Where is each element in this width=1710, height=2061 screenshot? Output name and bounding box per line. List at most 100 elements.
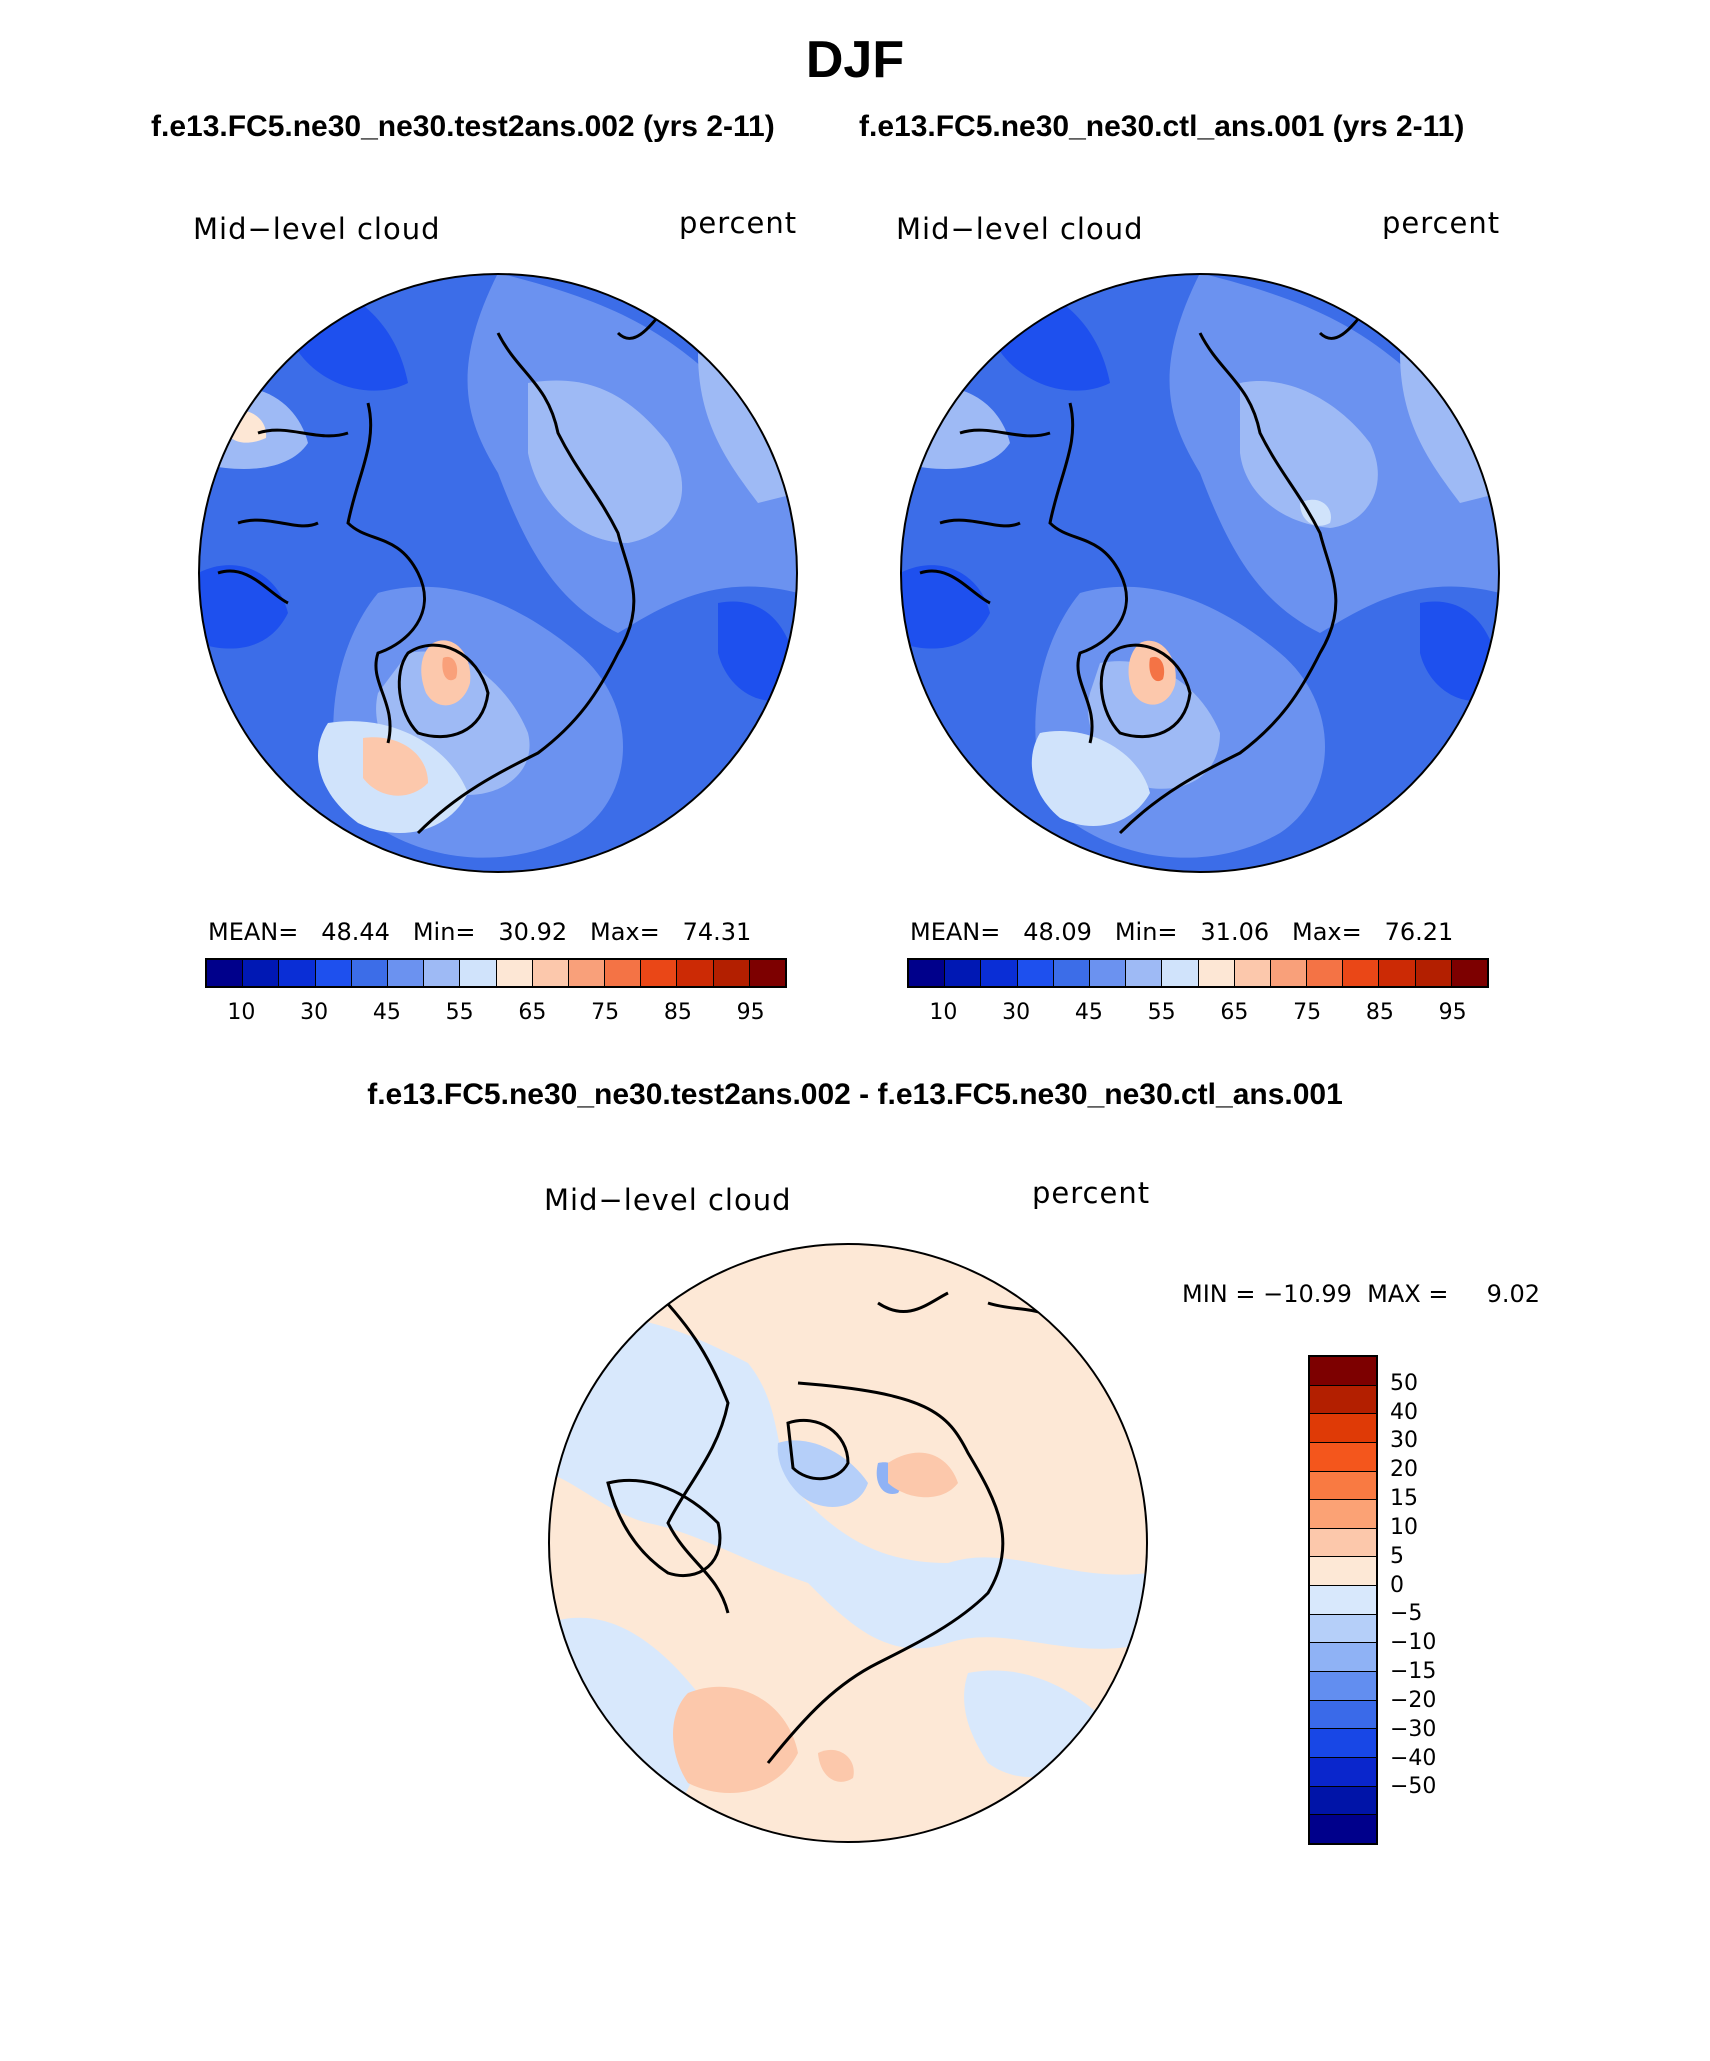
left-units-label: percent [679,206,798,240]
colorbar-box [1310,1672,1376,1701]
colorbar-box [1415,960,1452,986]
colorbar-box [713,960,750,986]
coastline [646,1281,730,1614]
colorbar-tick-label: 95 [736,1000,765,1025]
diff-stats: MIN = −10.99 MAX = 9.02 [1182,1280,1541,1308]
coastline [416,332,636,835]
colorbar-box [677,960,714,986]
colorbar-tick-label: 85 [1365,1000,1394,1025]
colorbar-tick-label: 10 [1390,1514,1418,1540]
colorbar-box [387,960,425,986]
map-field-region [442,656,458,681]
colorbar-box [568,960,606,986]
map-border [548,1243,1148,1843]
map-field-region [1400,353,1499,503]
map-field-region [673,1686,798,1793]
diff-units-label: percent [1032,1176,1151,1210]
coastline [766,1381,1005,1764]
right-field-label: Mid−level cloud [896,212,1144,246]
colorbar-box [1310,1815,1376,1843]
colorbar-box [496,960,533,986]
map-field-region [1149,656,1165,682]
colorbar-tick-label: 65 [518,1000,547,1025]
left-colorbar [205,958,787,988]
colorbar-tick-label: 10 [929,1000,958,1025]
colorbar-box [1310,1643,1376,1673]
colorbar-box [1307,960,1344,986]
colorbar-tick-label: 5 [1390,1543,1404,1569]
colorbar-tick-label: −30 [1390,1716,1437,1742]
colorbar-box [605,960,642,986]
colorbar-tick-label: 65 [1220,1000,1249,1025]
colorbar-box [424,960,461,986]
map-border [198,273,798,873]
case-right-title: f.e13.FC5.ne30_ne30.ctl_ans.001 (yrs 2-1… [859,110,1465,143]
colorbar-box [1126,960,1163,986]
colorbar-box [749,960,785,986]
coastline [1118,332,1338,835]
colorbar-box [1379,960,1416,986]
colorbar-box [1310,1757,1376,1787]
coastline [1048,402,1128,744]
map-field-region [888,1452,958,1498]
colorbar-box [460,960,497,986]
colorbar-box [1310,1614,1376,1644]
colorbar-tick-label: 45 [372,1000,401,1025]
map-field-region [698,353,797,503]
colorbar-box [1310,1700,1376,1730]
colorbar-tick-label: −40 [1390,1745,1437,1771]
left-polar-map [198,273,798,873]
colorbar-tick-label: 85 [663,1000,692,1025]
diff-field-label: Mid−level cloud [544,1183,792,1217]
colorbar-box [1310,1557,1376,1587]
right-polar-map [900,273,1500,873]
colorbar-tick-label: 30 [1390,1428,1418,1454]
coastline [346,402,426,744]
diff-polar-map [548,1243,1148,1843]
colorbar-tick-label: 55 [445,1000,474,1025]
map-field-region [1031,731,1150,826]
colorbar-tick-label: 30 [1002,1000,1031,1025]
right-stats: MEAN= 48.09 Min= 31.06 Max= 76.21 [910,918,1454,946]
left-field-label: Mid−level cloud [193,212,441,246]
colorbar-tick-label: 75 [591,1000,620,1025]
colorbar-tick-label: −20 [1390,1687,1437,1713]
coastline-greenland [397,643,490,739]
colorbar-box [1270,960,1308,986]
map-field-region [777,1440,868,1507]
colorbar-box [1310,1385,1376,1415]
colorbar-box [1234,960,1271,986]
colorbar-box [641,960,678,986]
left-stats: MEAN= 48.44 Min= 30.92 Max= 74.31 [208,918,752,946]
colorbar-box [207,960,244,986]
colorbar-tick-label: −5 [1390,1601,1423,1627]
case-left-title: f.e13.FC5.ne30_ne30.test2ans.002 (yrs 2-… [151,110,775,143]
colorbar-box [1310,1586,1376,1615]
colorbar-tick-label: 30 [300,1000,329,1025]
colorbar-box [351,960,388,986]
colorbar-tick-label: −10 [1390,1630,1437,1656]
map-field-region [818,1749,854,1782]
colorbar-box [315,960,352,986]
colorbar-tick-label: 50 [1390,1370,1418,1396]
colorbar-box [1017,960,1054,986]
colorbar-box [1089,960,1127,986]
colorbar-tick-label: 40 [1390,1399,1418,1425]
colorbar-tick-label: 10 [227,1000,256,1025]
colorbar-box [1310,1414,1376,1443]
colorbar-box [1310,1786,1376,1816]
colorbar-tick-label: 55 [1147,1000,1176,1025]
colorbar-box [945,960,982,986]
colorbar-box [909,960,946,986]
colorbar-tick-label: 45 [1074,1000,1103,1025]
coastline-greenland [606,1478,722,1578]
coastline [217,428,349,605]
map-field-region [363,737,428,796]
map-border [900,273,1500,873]
colorbar-box [1310,1357,1376,1386]
colorbar-box [1310,1729,1376,1758]
colorbar-tick-label: 0 [1390,1572,1404,1598]
colorbar-box [532,960,569,986]
colorbar-box [1310,1528,1376,1558]
colorbar-box [1310,1471,1376,1501]
